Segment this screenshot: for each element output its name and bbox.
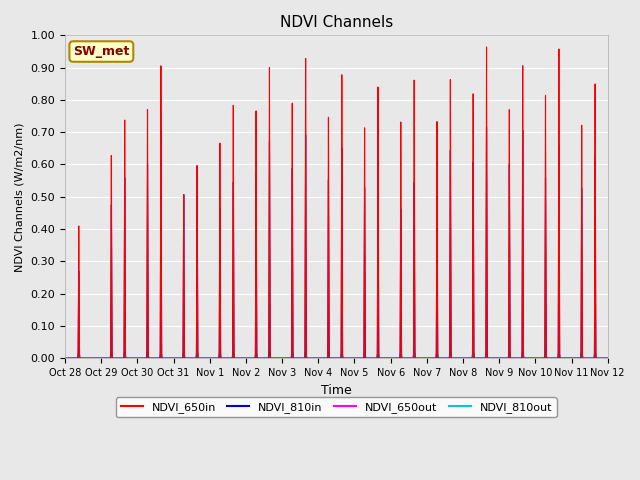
NDVI_810out bbox=[79, 355, 86, 361]
NDVI_810out bbox=[191, 355, 199, 361]
NDVI_810out bbox=[348, 355, 356, 361]
Line: NDVI_650out: NDVI_650out bbox=[65, 351, 608, 358]
NDVI_650out bbox=[79, 355, 86, 361]
NDVI_810out bbox=[591, 348, 599, 353]
X-axis label: Time: Time bbox=[321, 384, 352, 396]
NDVI_650in bbox=[120, 322, 128, 327]
NDVI_810in bbox=[604, 355, 612, 361]
Legend: NDVI_650in, NDVI_810in, NDVI_650out, NDVI_810out: NDVI_650in, NDVI_810in, NDVI_650out, NDV… bbox=[116, 397, 557, 417]
Y-axis label: NDVI Channels (W/m2/nm): NDVI Channels (W/m2/nm) bbox=[15, 122, 25, 272]
NDVI_650in bbox=[604, 355, 612, 361]
NDVI_810in bbox=[180, 283, 188, 289]
NDVI_650out bbox=[591, 348, 599, 354]
NDVI_810in bbox=[348, 355, 356, 361]
NDVI_810in bbox=[120, 330, 128, 336]
NDVI_650in bbox=[348, 355, 356, 361]
Line: NDVI_650in: NDVI_650in bbox=[65, 47, 608, 358]
NDVI_650in bbox=[483, 44, 490, 50]
NDVI_650out bbox=[180, 350, 188, 356]
NDVI_650in bbox=[180, 283, 188, 289]
NDVI_810in bbox=[79, 355, 86, 361]
NDVI_650out bbox=[191, 355, 199, 361]
NDVI_810in bbox=[191, 355, 199, 361]
NDVI_810out bbox=[180, 349, 188, 355]
NDVI_810out bbox=[120, 351, 128, 357]
NDVI_650in bbox=[79, 355, 86, 361]
NDVI_810in bbox=[483, 124, 490, 130]
NDVI_810out bbox=[61, 355, 69, 361]
NDVI_810in bbox=[532, 355, 540, 361]
NDVI_810out bbox=[604, 355, 612, 361]
Line: NDVI_810out: NDVI_810out bbox=[65, 350, 608, 358]
NDVI_650out bbox=[348, 355, 356, 361]
NDVI_650in bbox=[191, 355, 199, 361]
NDVI_650out bbox=[120, 351, 128, 357]
NDVI_650in bbox=[532, 355, 540, 361]
Title: NDVI Channels: NDVI Channels bbox=[280, 15, 393, 30]
NDVI_810in bbox=[61, 355, 69, 361]
Text: SW_met: SW_met bbox=[73, 45, 129, 58]
NDVI_650out bbox=[532, 355, 540, 361]
NDVI_810out bbox=[532, 355, 540, 361]
NDVI_650out bbox=[61, 355, 69, 361]
NDVI_650out bbox=[604, 355, 612, 361]
Line: NDVI_810in: NDVI_810in bbox=[65, 127, 608, 358]
NDVI_650in bbox=[61, 355, 69, 361]
